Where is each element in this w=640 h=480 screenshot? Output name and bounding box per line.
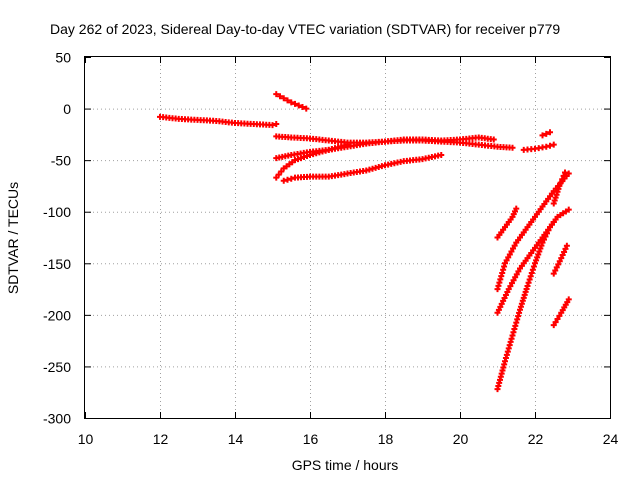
data-point [438,151,445,158]
y-tick-label: -50 [51,153,71,169]
data-point [530,263,537,270]
data-point [547,129,553,136]
x-axis-label: GPS time / hours [292,457,399,473]
x-tick-label: 10 [78,431,94,447]
data-point [292,100,298,107]
series-arc-i [494,205,520,241]
data-point [280,95,287,102]
data-point [528,270,535,277]
data-point [509,144,516,151]
data-point [280,177,287,184]
data-point [288,99,295,106]
data-point [490,136,497,143]
data-point [558,255,565,262]
data-point [275,171,282,178]
data-point [556,258,563,265]
data-point [277,93,283,100]
data-point [550,270,557,277]
data-points-layer [157,91,572,393]
series-arc-a [157,113,280,129]
data-point [550,322,557,329]
chart-title: Day 262 of 2023, Sidereal Day-to-day VTE… [50,21,560,37]
data-point [556,312,563,319]
data-point [560,172,567,179]
data-point [273,174,280,181]
data-point [273,91,280,98]
data-point [284,97,291,104]
data-point [543,143,550,150]
data-point [344,141,351,148]
series-arc-k [494,219,557,316]
tick-layer: 10 12 14 16 18 20 22 24 50 0 -50 -100 -150 -200 -250 -3… [43,50,619,448]
y-tick-label: 50 [55,50,71,66]
series-arc-n [550,242,570,277]
data-point [552,267,559,274]
plot-frame [84,56,611,419]
data-point [562,245,569,252]
data-point [541,236,547,243]
series-arc-b [273,91,310,112]
x-tick-label: 18 [378,431,394,447]
data-point [273,121,280,128]
data-point [278,168,285,175]
data-point [550,141,557,148]
data-point [513,205,520,212]
data-point [557,179,564,186]
data-point [562,169,568,176]
data-point [565,170,572,177]
series-arc-g [520,141,557,153]
data-point [543,130,550,137]
data-point [544,230,550,237]
series-arc-m [550,169,568,207]
data-point [556,182,563,189]
y-tick-label: -250 [43,359,71,375]
data-point [295,102,302,109]
y-tick-label: -300 [43,411,71,427]
data-point [563,242,570,249]
data-point [539,239,546,246]
data-point [303,105,310,112]
data-point [524,282,531,289]
x-tick-label: 20 [453,431,469,447]
series-arc-f [280,151,445,184]
data-point [525,279,532,286]
y-tick-label: -200 [43,307,71,323]
data-point [288,175,295,182]
data-point [539,132,546,139]
data-point [284,176,291,183]
data-point [545,227,552,234]
data-point [554,315,561,322]
y-tick-label: -100 [43,204,71,220]
series-arc-l [494,206,572,393]
data-point [526,276,533,283]
x-tick-label: 12 [153,431,169,447]
data-point [269,122,276,129]
x-tick-label: 24 [603,431,619,447]
x-tick-label: 22 [528,431,544,447]
data-point [565,296,572,303]
data-point [555,261,562,268]
series-arc-e [273,141,351,181]
data-point [542,233,549,240]
data-point [553,264,560,271]
x-tick-label: 14 [228,431,244,447]
grid-layer [85,57,610,418]
data-point [527,273,534,280]
y-axis-label: SDTVAR / TECUs [5,182,21,294]
x-tick-label: 16 [303,431,319,447]
data-point [547,142,553,149]
y-tick-label: -150 [43,256,71,272]
series-arc-o [550,296,572,329]
data-point [299,104,306,111]
data-point [529,266,536,273]
data-point [565,206,572,213]
data-point [561,248,568,255]
series-arc-h [539,129,553,139]
y-tick-label: 0 [63,101,71,117]
data-point [559,176,566,183]
data-point [552,319,559,326]
data-point [559,252,566,259]
